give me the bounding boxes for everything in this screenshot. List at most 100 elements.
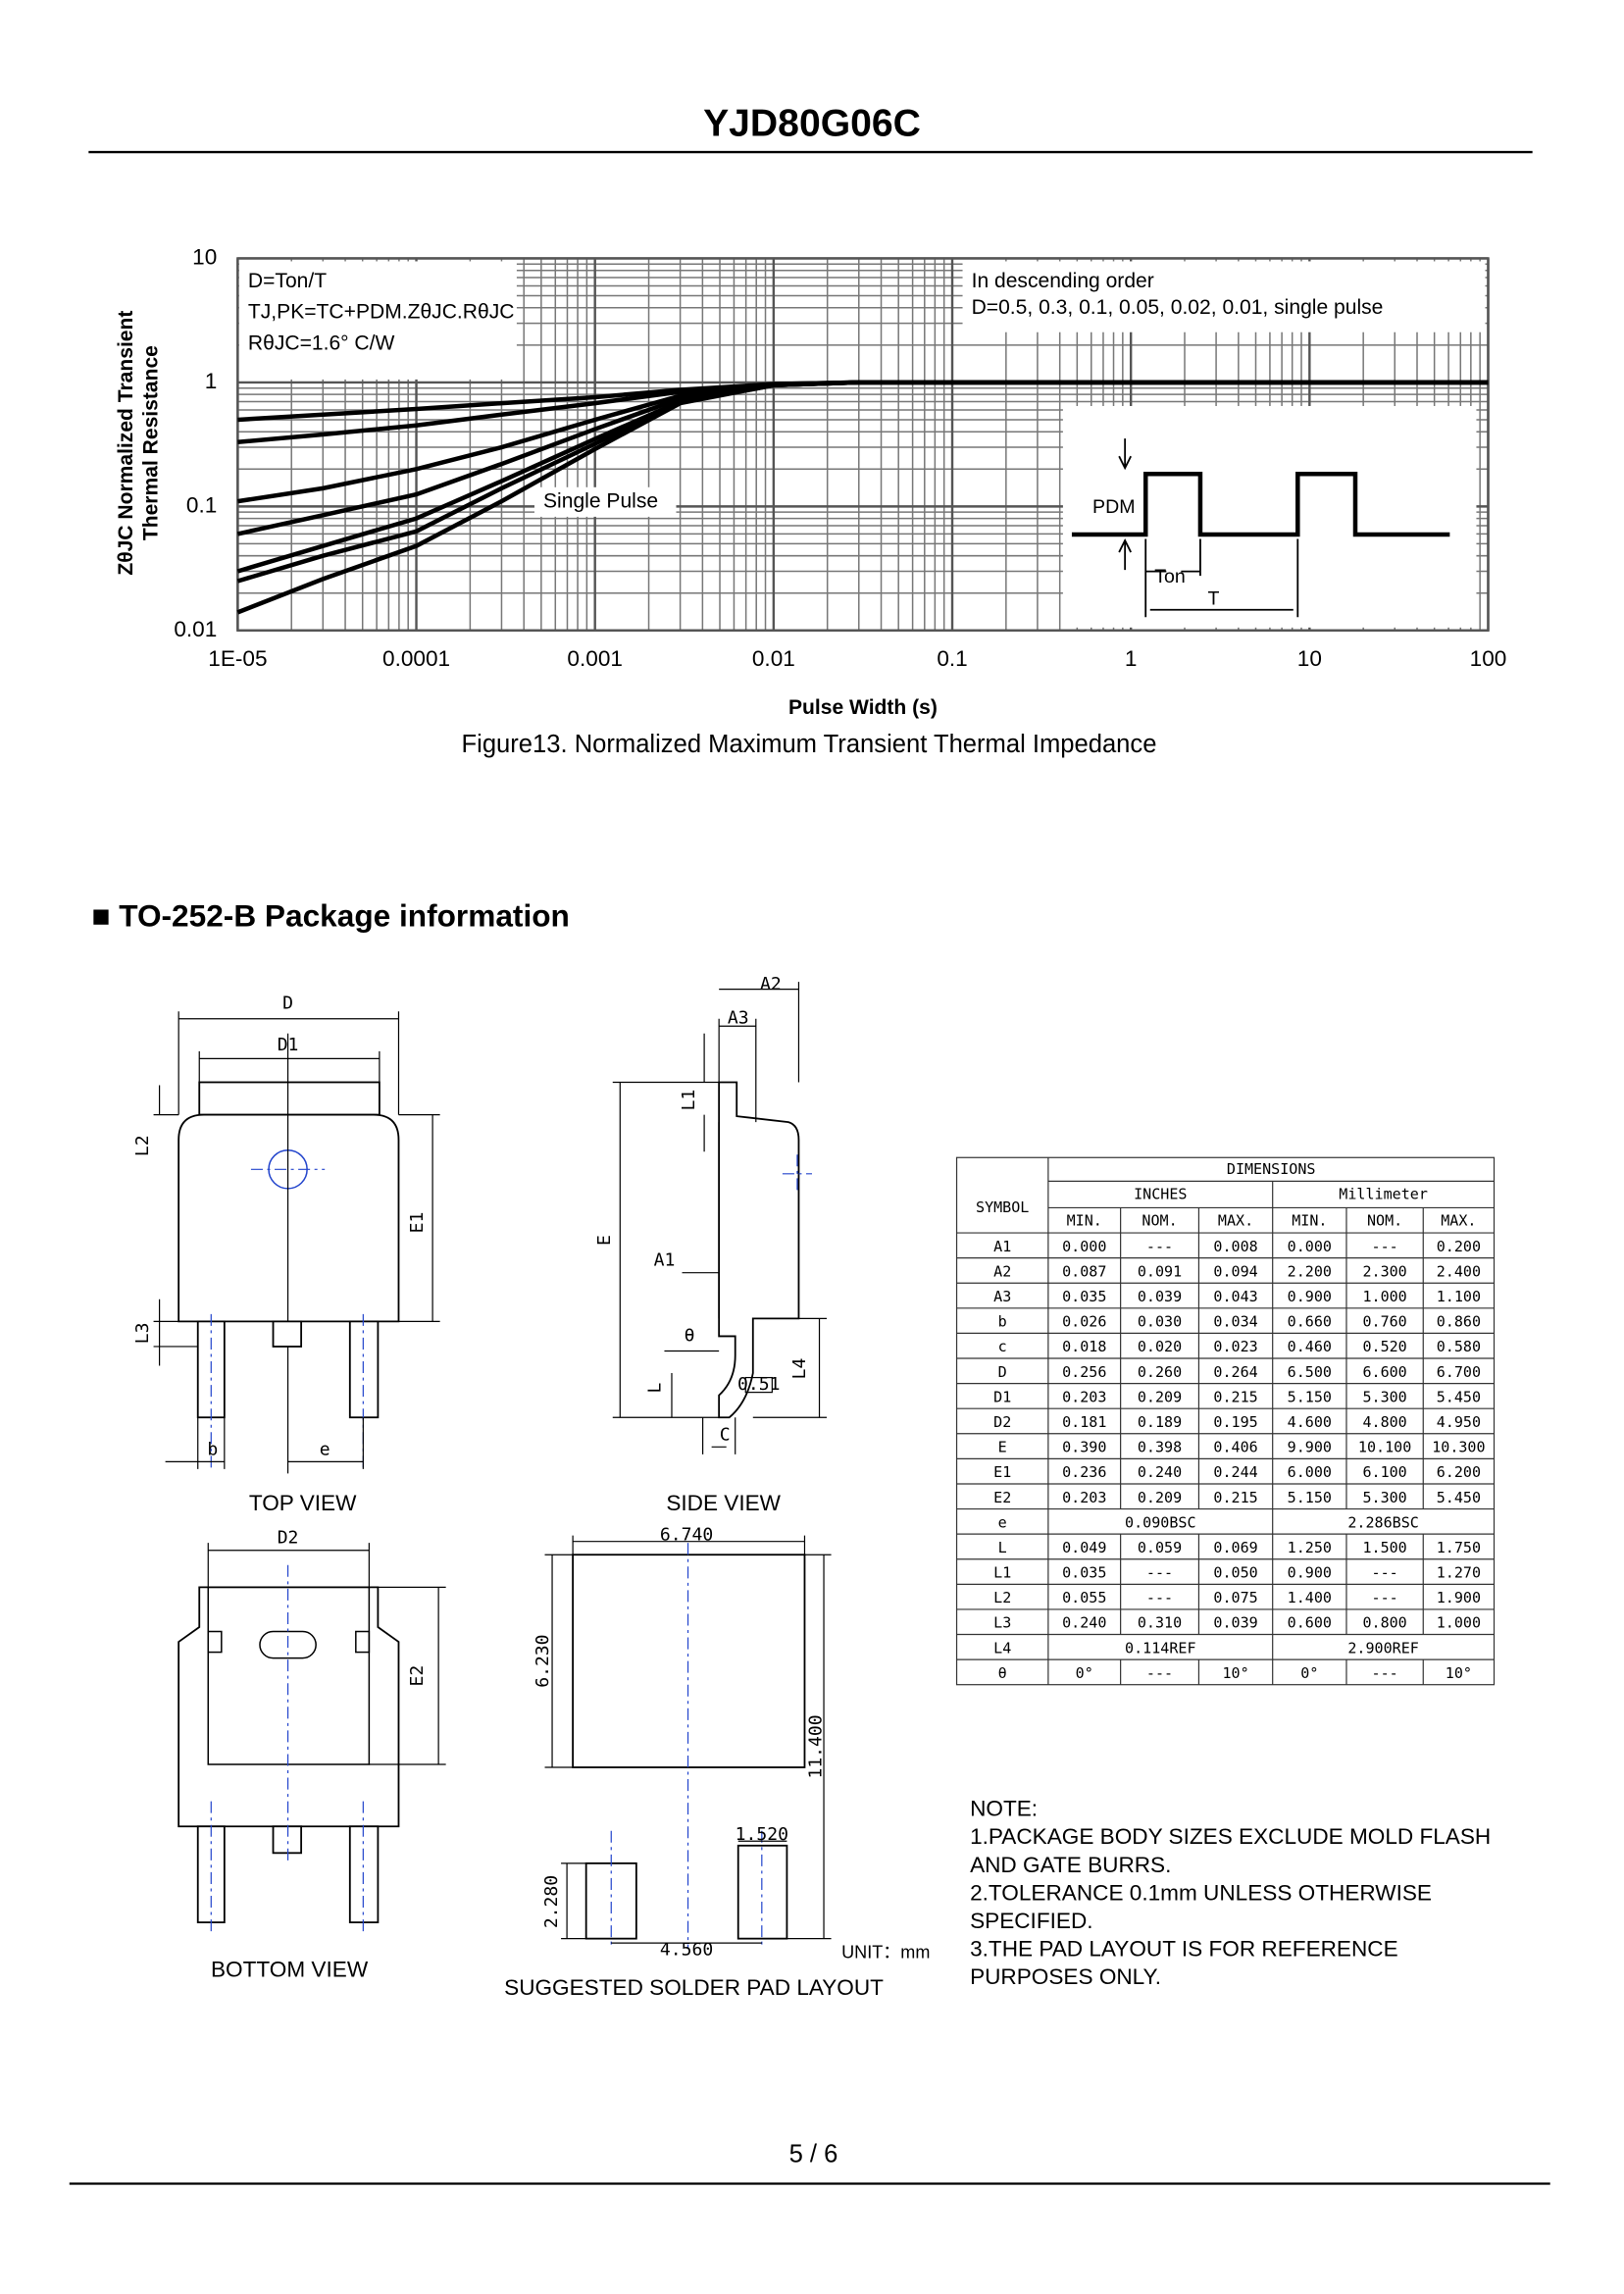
table-cell: 2.200	[1288, 1262, 1332, 1280]
note-line: 3.THE PAD LAYOUT IS FOR REFERENCE	[970, 1937, 1398, 1962]
dim-label: E2	[407, 1665, 428, 1687]
table-frame	[955, 1156, 1496, 1686]
table-cell: D1	[993, 1388, 1011, 1405]
pad	[736, 1844, 788, 1940]
table-cell: 0.008	[1213, 1238, 1257, 1255]
table-cell: 0.310	[1138, 1614, 1182, 1632]
table-cell: 0.390	[1062, 1439, 1106, 1456]
table-cell: c	[998, 1338, 1007, 1355]
table-cell: 0.244	[1213, 1463, 1257, 1481]
lead	[272, 1320, 303, 1348]
table-cell: 0.035	[1062, 1564, 1106, 1582]
dim-label: L	[644, 1383, 665, 1394]
table-cell: DIMENSIONS	[1227, 1160, 1316, 1178]
dim-label: E	[594, 1235, 615, 1246]
table-cell: E	[998, 1439, 1007, 1456]
inset-box	[1062, 405, 1477, 628]
table-cell: 0.026	[1062, 1313, 1106, 1331]
x-tick-label: 10	[1297, 646, 1322, 671]
table-cell: 6.500	[1288, 1363, 1332, 1381]
table-cell: 0.000	[1288, 1238, 1332, 1255]
dimension-table: DIMENSIONS SYMBOL INCHES Millimeter MIN. NOM.…	[955, 1156, 1496, 1686]
annotation: D=Ton/T	[248, 270, 327, 292]
table-cell: 5.450	[1437, 1388, 1481, 1405]
table-cell: 0.090BSC	[1125, 1513, 1195, 1531]
table-cell: e	[998, 1513, 1007, 1531]
table-cell: 0.203	[1062, 1489, 1106, 1506]
x-tick-label: 0.01	[752, 646, 795, 671]
table-cell: 0.050	[1213, 1564, 1257, 1582]
figure-caption: Figure13. Normalized Maximum Transient T…	[462, 731, 1157, 758]
x-tick-label: 0.001	[567, 646, 623, 671]
table-cell: 0.264	[1213, 1363, 1257, 1381]
table-cell: 10.300	[1432, 1439, 1485, 1456]
dim-label: e	[320, 1439, 330, 1459]
dim-label: D2	[278, 1528, 299, 1549]
table-cell: A2	[993, 1262, 1011, 1280]
table-cell: 0.900	[1288, 1288, 1332, 1305]
table-cell: NOM.	[1142, 1211, 1177, 1229]
table-cell: L3	[993, 1614, 1011, 1632]
table-cell: 10.100	[1358, 1439, 1411, 1456]
exposed-pad	[207, 1586, 371, 1765]
table-cell: 2.900REF	[1347, 1639, 1418, 1657]
table-cell: 0.018	[1062, 1338, 1106, 1355]
table-cell: 0°	[1300, 1664, 1318, 1682]
table-cell: Millimeter	[1339, 1185, 1428, 1202]
annotation: PDM	[1092, 496, 1135, 518]
table-cell: 10°	[1222, 1664, 1248, 1682]
table-cell: 5.150	[1288, 1489, 1332, 1506]
table-cell: 0.580	[1437, 1338, 1481, 1355]
table-cell: ---	[1372, 1589, 1398, 1606]
dim-label: D	[282, 994, 293, 1014]
x-tick-label: 1	[1125, 646, 1138, 671]
series-line	[236, 380, 1489, 615]
x-tick-label: 1E-05	[208, 646, 267, 671]
y-axis-label: Thermal Resistance	[140, 345, 163, 540]
dim-label: A1	[654, 1250, 676, 1271]
table-cell: 1.000	[1362, 1288, 1406, 1305]
table-cell: ---	[1146, 1238, 1173, 1255]
dim-label: 6.740	[660, 1525, 713, 1546]
dim-label: L3	[132, 1323, 153, 1345]
table-cell: 0.520	[1362, 1338, 1406, 1355]
table-cell: 0.215	[1213, 1489, 1257, 1506]
table-cell: 0.059	[1138, 1539, 1182, 1556]
dim-label: A3	[728, 1008, 749, 1029]
view-title: SUGGESTED SOLDER PAD LAYOUT	[504, 1975, 884, 2000]
lead	[348, 1825, 380, 1923]
table-cell: 0.020	[1138, 1338, 1182, 1355]
table-cell: 6.700	[1437, 1363, 1481, 1381]
table-cell: 0.043	[1213, 1288, 1257, 1305]
table-cell: 1.270	[1437, 1564, 1481, 1582]
y-tick-label: 0.1	[186, 492, 217, 517]
table-cell: E1	[993, 1463, 1011, 1481]
table-cell: 0.091	[1138, 1262, 1182, 1280]
view-title: SIDE VIEW	[666, 1491, 781, 1515]
top-view: D D1 L2 E1 L3 b e TOP VIEW	[132, 994, 440, 1515]
chart: 1E-05 0.0001 0.001 0.01 0.1 1 10 100 0.01 0.1 1 10 P…	[115, 244, 1506, 719]
table-cell: ---	[1372, 1564, 1398, 1582]
table-cell: 4.600	[1288, 1413, 1332, 1431]
table-cell: 0.900	[1288, 1564, 1332, 1582]
table-cell: 0.039	[1138, 1288, 1182, 1305]
annotation-box	[238, 261, 517, 380]
table-cell: L2	[993, 1589, 1011, 1606]
dimension-lines	[207, 1543, 446, 1765]
x-tick-label: 0.0001	[382, 646, 450, 671]
tab	[198, 1081, 381, 1116]
pulse-dimensions	[1118, 438, 1299, 618]
table-cell: 1.100	[1437, 1288, 1481, 1305]
table-cell: 0.860	[1437, 1313, 1481, 1331]
table-cell: 0.030	[1138, 1313, 1182, 1331]
bottom-view: D2 E2 BOTTOM VIEW	[178, 1528, 446, 1982]
table-cell: 0.600	[1288, 1614, 1332, 1632]
view-title: BOTTOM VIEW	[211, 1958, 369, 1982]
table-cell: 0.094	[1213, 1262, 1257, 1280]
y-tick-label: 1	[205, 369, 218, 393]
table-cell: SYMBOL	[976, 1198, 1029, 1216]
table-cell: 0.189	[1138, 1413, 1182, 1431]
note-line: 1.PACKAGE BODY SIZES EXCLUDE MOLD FLASH	[970, 1824, 1491, 1849]
pad	[572, 1554, 806, 1768]
table-cell: 0.023	[1213, 1338, 1257, 1355]
